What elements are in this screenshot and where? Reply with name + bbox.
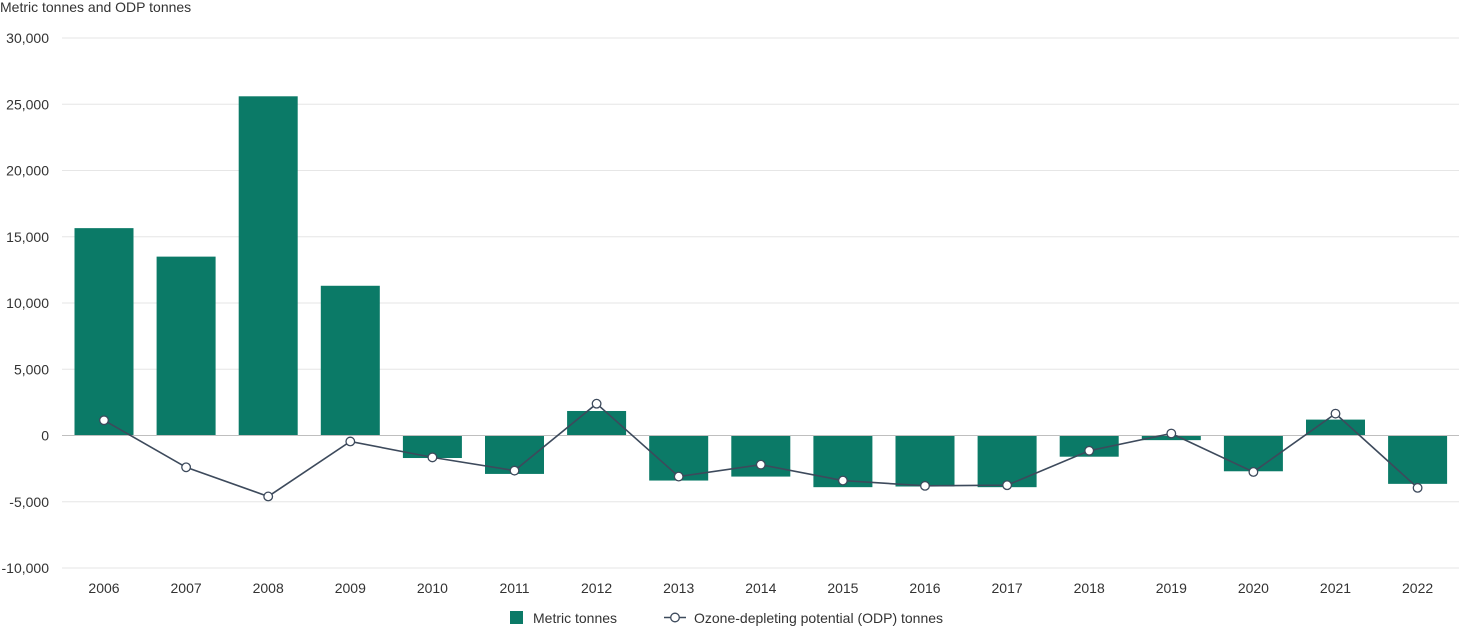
x-tick-label: 2021: [1320, 580, 1351, 596]
x-tick-label: 2013: [663, 580, 694, 596]
bar-2009: [320, 285, 380, 436]
legend-swatch-odp-marker: [670, 612, 680, 623]
x-tick-label: 2007: [171, 580, 202, 596]
odp-point-2013: [673, 471, 684, 482]
y-tick-label: 0: [41, 428, 49, 444]
odp-point-2020: [1248, 466, 1259, 477]
bar-2008: [238, 96, 298, 436]
legend: Metric tonnes Ozone-depleting potential …: [510, 610, 943, 626]
odp-point-2011: [509, 465, 520, 476]
odp-point-2012: [591, 398, 602, 409]
y-tick-label: 20,000: [6, 163, 49, 179]
bar-2014: [731, 435, 791, 477]
odp-point-2014: [755, 459, 766, 470]
y-tick-label: 10,000: [6, 295, 49, 311]
bar-series: [74, 96, 1448, 488]
bar-2017: [977, 435, 1037, 488]
y-tick-label: 15,000: [6, 229, 49, 245]
odp-point-2010: [427, 452, 438, 463]
odp-point-2009: [345, 436, 356, 447]
x-tick-label: 2022: [1402, 580, 1433, 596]
x-tick-label: 2020: [1238, 580, 1269, 596]
x-tick-label: 2008: [253, 580, 284, 596]
y-tick-label: -5,000: [9, 494, 49, 510]
y-tick-label: 25,000: [6, 96, 49, 112]
odp-point-2018: [1084, 445, 1095, 456]
y-tick-label: 30,000: [6, 30, 49, 46]
x-tick-label: 2009: [335, 580, 366, 596]
x-tick-label: 2015: [827, 580, 858, 596]
odp-point-2016: [920, 480, 930, 491]
x-tick-label: 2016: [909, 580, 940, 596]
bar-2022: [1388, 435, 1448, 484]
y-tick-label: -10,000: [2, 560, 50, 576]
odp-point-2019: [1166, 428, 1177, 439]
x-tick-label: 2011: [499, 580, 529, 596]
x-tick-label: 2018: [1074, 580, 1105, 596]
y-axis-title: Metric tonnes and ODP tonnes: [0, 0, 191, 15]
odp-point-2006: [99, 415, 109, 426]
odp-point-2022: [1412, 482, 1423, 493]
bar-2010: [402, 435, 462, 459]
odp-point-2007: [181, 462, 192, 473]
x-tick-label: 2014: [745, 580, 776, 596]
y-tick-label: 5,000: [14, 361, 49, 377]
legend-label-odp-tonnes: Ozone-depleting potential (ODP) tonnes: [694, 610, 943, 626]
x-tick-label: 2019: [1156, 580, 1187, 596]
bar-2020: [1223, 435, 1283, 472]
odp-point-2015: [837, 475, 848, 486]
x-tick-label: 2006: [88, 580, 119, 596]
bar-2006: [74, 228, 134, 436]
legend-swatch-metric-tonnes: [510, 611, 523, 624]
x-tick-label: 2012: [581, 580, 612, 596]
x-tick-label: 2017: [992, 580, 1023, 596]
line-series: [99, 398, 1423, 502]
y-axis-ticks: 30,000 25,000 20,000 15,000 10,000 5,000 0 -5,0…: [2, 30, 50, 576]
odp-point-2021: [1330, 408, 1341, 419]
bar-2012: [567, 410, 627, 436]
x-axis-ticks: 2006 2007 2008 2009 2010 2011 2012 2013 2014 2015…: [88, 580, 1433, 596]
x-tick-label: 2010: [417, 580, 448, 596]
legend-label-metric-tonnes: Metric tonnes: [533, 610, 617, 626]
bar-2007: [156, 256, 216, 436]
odp-point-2008: [263, 491, 274, 502]
odp-point-2017: [1002, 480, 1013, 491]
bar-2016: [895, 435, 955, 487]
